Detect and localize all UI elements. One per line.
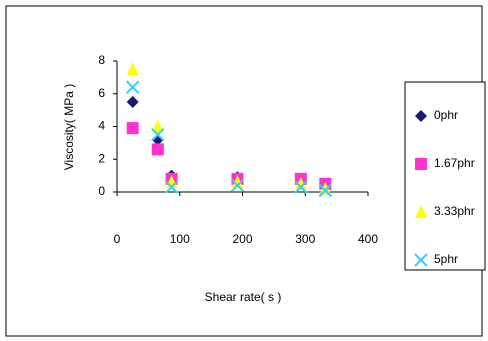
y-tick-label: 4 [98,119,105,133]
legend-marker [415,110,427,122]
legend-label: 0phr [434,108,458,122]
point [126,95,139,108]
point [164,180,179,194]
x-tick-label: 400 [358,232,378,246]
point [125,80,140,94]
y-tick-label: 2 [98,151,105,165]
point [319,181,332,195]
legend-label: 3.33phr [434,204,475,218]
x-tick-label: 100 [170,232,190,246]
point [294,176,307,190]
point [294,180,308,194]
point [126,62,139,76]
y-tick-label: 8 [98,53,105,67]
point [230,178,245,193]
point [231,175,244,189]
point [151,119,164,133]
x-tick-label: 0 [114,232,121,246]
point [318,183,333,198]
x-tick-label: 300 [295,232,315,246]
legend-marker [414,253,428,267]
point [126,122,139,135]
legend-label: 1.67phr [434,156,475,170]
point [151,127,165,142]
legend-marker [415,158,427,170]
x-tick-label: 200 [232,232,252,246]
y-axis-title: Viscosity( MPa ) [62,84,76,170]
y-tick-label: 6 [98,86,105,100]
legend-marker [415,205,427,218]
x-axis-title: Shear rate( s ) [205,290,282,304]
legend-label: 5phr [434,252,458,266]
chart-frame [5,5,483,337]
point [151,143,164,156]
y-tick-label: 0 [98,184,105,198]
